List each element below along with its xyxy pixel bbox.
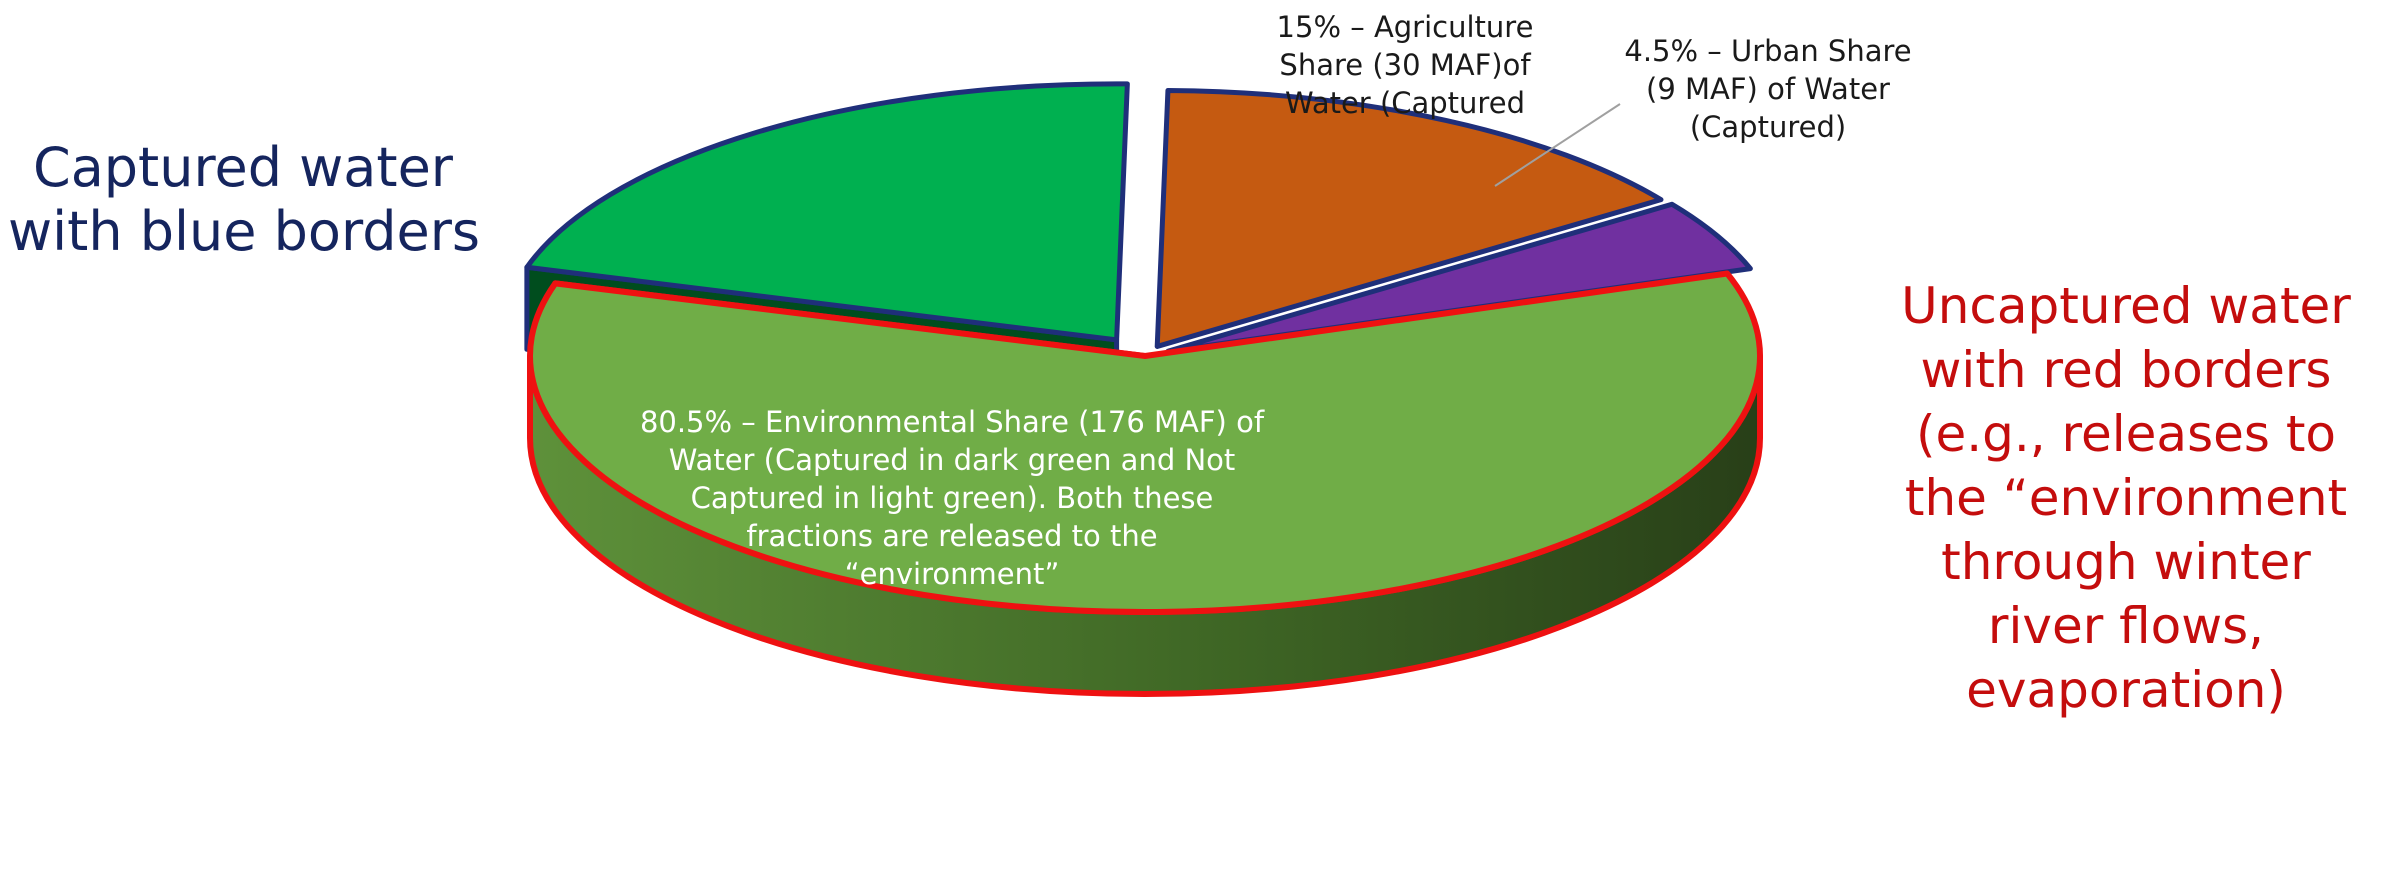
label-line: 15% – Agriculture <box>1277 10 1534 44</box>
pie-slice-top-agriculture <box>1154 87 1664 349</box>
captured-water-note: Captured water with blue borders <box>8 136 481 263</box>
uncaptured-note-line: with red borders <box>1920 341 2332 399</box>
uncaptured-water-note: Uncaptured water with red borders (e.g.,… <box>1866 274 2386 722</box>
pie-slice-top-env-captured <box>524 81 1130 343</box>
pie-slice-top-urban <box>1165 201 1753 354</box>
urban-share-label: 4.5% – Urban Share (9 MAF) of Water (Captu… <box>1624 34 1911 144</box>
label-line: Captured in light green). Both these <box>691 481 1214 515</box>
label-line: “environment” <box>845 557 1060 591</box>
label-line: Share (30 MAF)of <box>1279 48 1531 82</box>
pie-slice-urban <box>1165 201 1753 354</box>
label-line: 4.5% – Urban Share <box>1624 34 1911 68</box>
label-line: (9 MAF) of Water <box>1646 72 1890 106</box>
label-line: (Captured) <box>1690 110 1846 144</box>
label-line: fractions are released to the <box>746 519 1157 553</box>
uncaptured-note-line: through winter <box>1941 533 2311 591</box>
captured-note-line: with blue borders <box>8 199 481 263</box>
agriculture-share-label: 15% – Agriculture Share (30 MAF)of Water (… <box>1277 10 1534 120</box>
uncaptured-note-line: river flows, <box>1987 597 2265 655</box>
uncaptured-note-line: evaporation) <box>1966 661 2286 719</box>
pie-slice-agriculture <box>1154 87 1664 349</box>
uncaptured-note-line: the “environment <box>1904 469 2348 527</box>
pie-slice-top-env-uncaptured <box>527 270 1763 615</box>
urban-label-leader-line <box>1494 103 1621 187</box>
label-line: 80.5% – Environmental Share (176 MAF) of <box>640 405 1265 439</box>
label-line: Water (Captured <box>1285 86 1525 120</box>
pie-slice-env-uncaptured <box>527 270 1763 697</box>
label-line: Water (Captured in dark green and Not <box>669 443 1236 477</box>
captured-note-line: Captured water <box>32 136 453 199</box>
uncaptured-note-line: (e.g., releases to <box>1915 405 2337 463</box>
environmental-share-label: 80.5% – Environmental Share (176 MAF) of… <box>640 405 1265 591</box>
uncaptured-note-line: Uncaptured water <box>1901 277 2351 335</box>
